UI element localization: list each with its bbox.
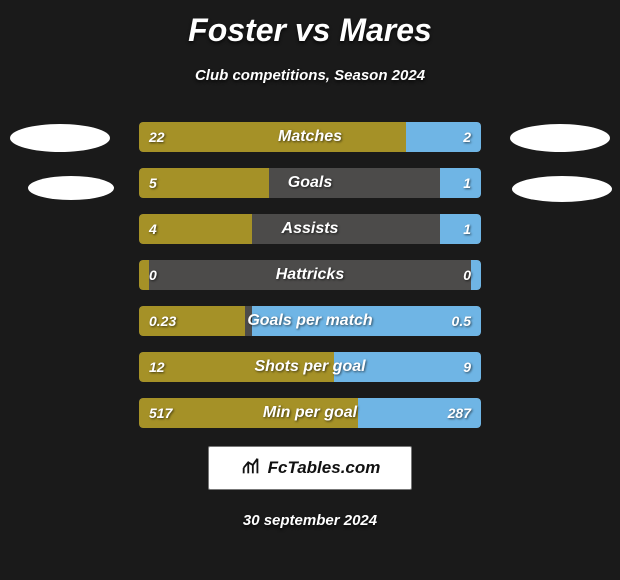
source-label: FcTables.com [268, 458, 381, 478]
bar-right [334, 352, 481, 382]
decor-ellipse [28, 176, 114, 200]
stat-row: 0.230.5Goals per match [139, 306, 481, 336]
decor-ellipse [512, 176, 612, 202]
bar-right [471, 260, 481, 290]
bar-mid [252, 214, 440, 244]
page-title: Foster vs Mares [0, 0, 620, 49]
bar-right [252, 306, 481, 336]
bar-mid [245, 306, 252, 336]
bar-left [139, 398, 358, 428]
stat-row: 41Assists [139, 214, 481, 244]
stat-row: 00Hattricks [139, 260, 481, 290]
page-subtitle: Club competitions, Season 2024 [0, 67, 620, 84]
bar-right [358, 398, 481, 428]
bar-chart-icon [240, 455, 262, 482]
source-badge[interactable]: FcTables.com [208, 446, 412, 490]
stat-row: 222Matches [139, 122, 481, 152]
bar-right [440, 214, 481, 244]
bar-right [440, 168, 481, 198]
bar-left [139, 168, 269, 198]
bar-mid [269, 168, 440, 198]
stat-row: 51Goals [139, 168, 481, 198]
bar-left [139, 306, 245, 336]
bar-left [139, 260, 149, 290]
comparison-chart: 222Matches 51Goals 41Assists 00Hattricks 0.2… [139, 122, 481, 428]
bar-left [139, 122, 406, 152]
bar-left [139, 352, 334, 382]
decor-ellipse [10, 124, 110, 152]
bar-right [406, 122, 481, 152]
footer-date: 30 september 2024 [0, 512, 620, 529]
bar-mid [149, 260, 470, 290]
stat-row: 129Shots per goal [139, 352, 481, 382]
bar-left [139, 214, 252, 244]
decor-ellipse [510, 124, 610, 152]
stat-row: 517287Min per goal [139, 398, 481, 428]
